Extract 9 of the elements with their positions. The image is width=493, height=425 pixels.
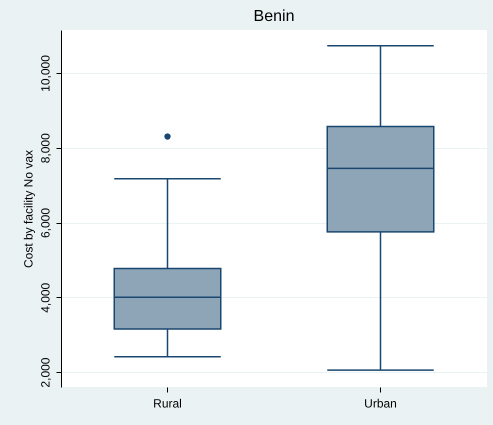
chart-title: Benin bbox=[254, 8, 294, 25]
y-tick-label: 10,000 bbox=[38, 54, 52, 92]
y-tick-label: 6,000 bbox=[38, 208, 52, 238]
y-tick-label: 8,000 bbox=[38, 132, 52, 164]
x-tick-label: Rural bbox=[153, 396, 182, 410]
x-tick-label: Urban bbox=[364, 396, 397, 410]
y-axis-title: Cost by facility No vax bbox=[22, 150, 36, 268]
y-tick-label: 4,000 bbox=[38, 282, 52, 313]
y-tick-label: 2,000 bbox=[38, 357, 52, 388]
